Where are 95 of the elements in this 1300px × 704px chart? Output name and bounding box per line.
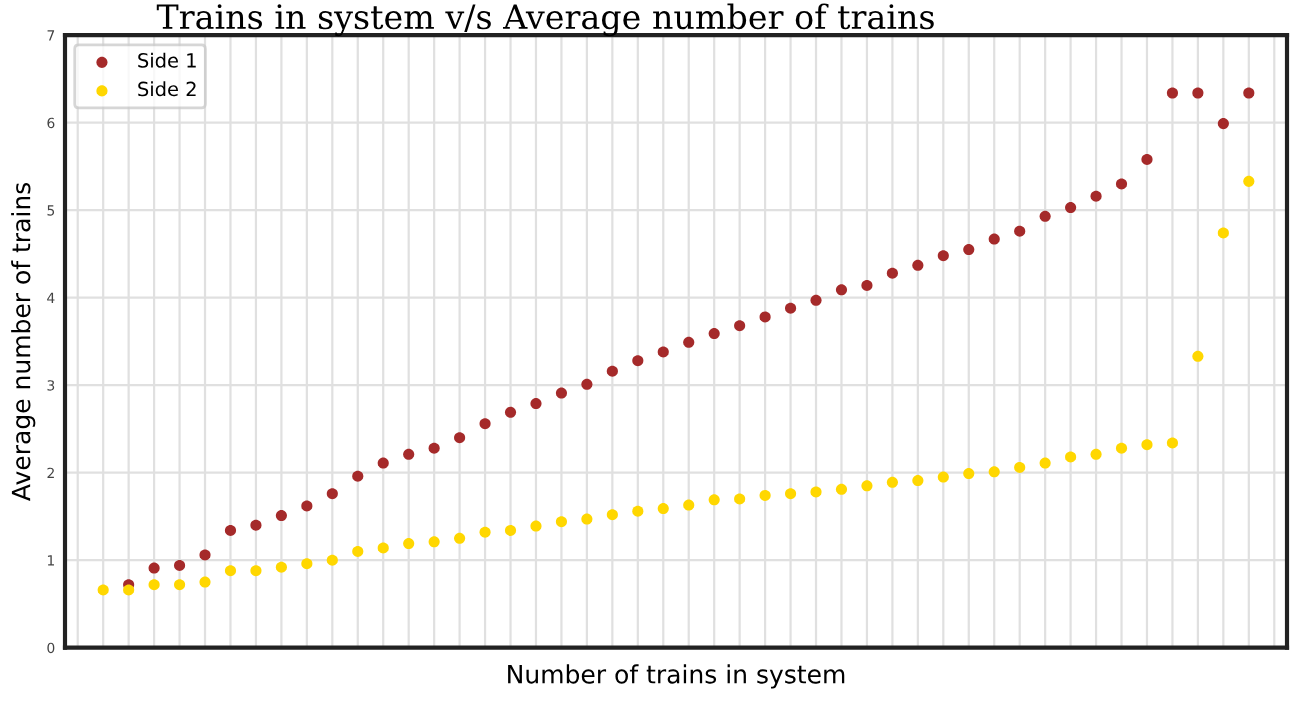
point — [835, 284, 848, 296]
point — [250, 519, 262, 531]
point — [148, 579, 160, 591]
y-axis-title: Average number of trains — [11, 182, 36, 501]
point — [1090, 448, 1102, 460]
point — [835, 483, 848, 495]
point — [1039, 457, 1051, 469]
point — [632, 355, 644, 367]
point — [1141, 153, 1153, 165]
point — [1243, 175, 1255, 187]
chart-title: Trains in system v/s Average number of trains — [156, 3, 934, 37]
point — [1166, 437, 1178, 449]
point — [1065, 202, 1077, 214]
point — [708, 328, 720, 340]
point — [174, 579, 186, 591]
point — [352, 470, 364, 482]
point — [632, 505, 644, 517]
point — [199, 549, 211, 561]
point — [886, 476, 898, 488]
point — [530, 520, 542, 532]
point — [428, 536, 440, 548]
point — [403, 538, 415, 550]
point — [1115, 178, 1128, 190]
point — [504, 524, 517, 536]
point — [937, 471, 949, 483]
point — [555, 516, 567, 528]
point — [683, 336, 695, 348]
point — [810, 486, 822, 498]
point — [708, 494, 720, 506]
point — [759, 489, 771, 501]
point — [148, 562, 160, 574]
point — [606, 365, 618, 377]
point — [937, 250, 949, 262]
point — [988, 466, 1000, 478]
point — [1090, 190, 1102, 202]
point — [1141, 439, 1153, 451]
point — [352, 545, 364, 557]
point — [1166, 87, 1178, 99]
point — [454, 532, 466, 544]
point — [479, 526, 491, 538]
point — [581, 513, 593, 525]
point — [963, 468, 975, 480]
x-axis-title: Number of trains in system — [508, 664, 845, 689]
point — [963, 244, 975, 256]
point — [1014, 225, 1026, 237]
point — [530, 398, 542, 410]
point — [886, 267, 898, 279]
point — [1217, 118, 1229, 130]
point — [1243, 87, 1255, 99]
point — [810, 294, 822, 306]
point — [657, 503, 669, 515]
point — [912, 259, 924, 271]
point — [1065, 451, 1077, 463]
point — [224, 524, 237, 536]
point — [1192, 87, 1204, 99]
point — [734, 493, 746, 505]
point — [785, 488, 797, 500]
point — [174, 559, 186, 571]
point — [326, 488, 338, 500]
point — [861, 279, 873, 291]
point — [581, 378, 593, 390]
point — [657, 346, 669, 358]
point — [250, 565, 262, 577]
point — [1192, 350, 1204, 362]
point — [326, 554, 338, 566]
point — [301, 558, 313, 570]
point — [1217, 227, 1229, 239]
point — [734, 320, 746, 332]
point — [479, 418, 491, 430]
point — [912, 475, 924, 487]
point — [759, 311, 771, 323]
point — [1039, 210, 1051, 222]
legend-label: Side 1 — [138, 52, 196, 68]
point — [428, 442, 440, 454]
point — [1115, 442, 1128, 454]
point — [1014, 461, 1026, 473]
point — [224, 565, 237, 577]
point — [861, 480, 873, 492]
point — [301, 500, 313, 512]
point — [403, 448, 415, 460]
point — [988, 233, 1000, 245]
point — [123, 584, 135, 596]
point — [275, 510, 287, 522]
point — [275, 561, 287, 573]
point — [555, 387, 567, 399]
point — [504, 406, 517, 418]
point — [785, 302, 797, 314]
point — [199, 576, 211, 588]
point — [454, 432, 466, 444]
point — [606, 509, 618, 521]
legend-label: Side 2 — [138, 81, 196, 97]
point — [683, 499, 695, 511]
point — [97, 584, 109, 596]
point — [377, 457, 389, 469]
point — [377, 542, 389, 554]
